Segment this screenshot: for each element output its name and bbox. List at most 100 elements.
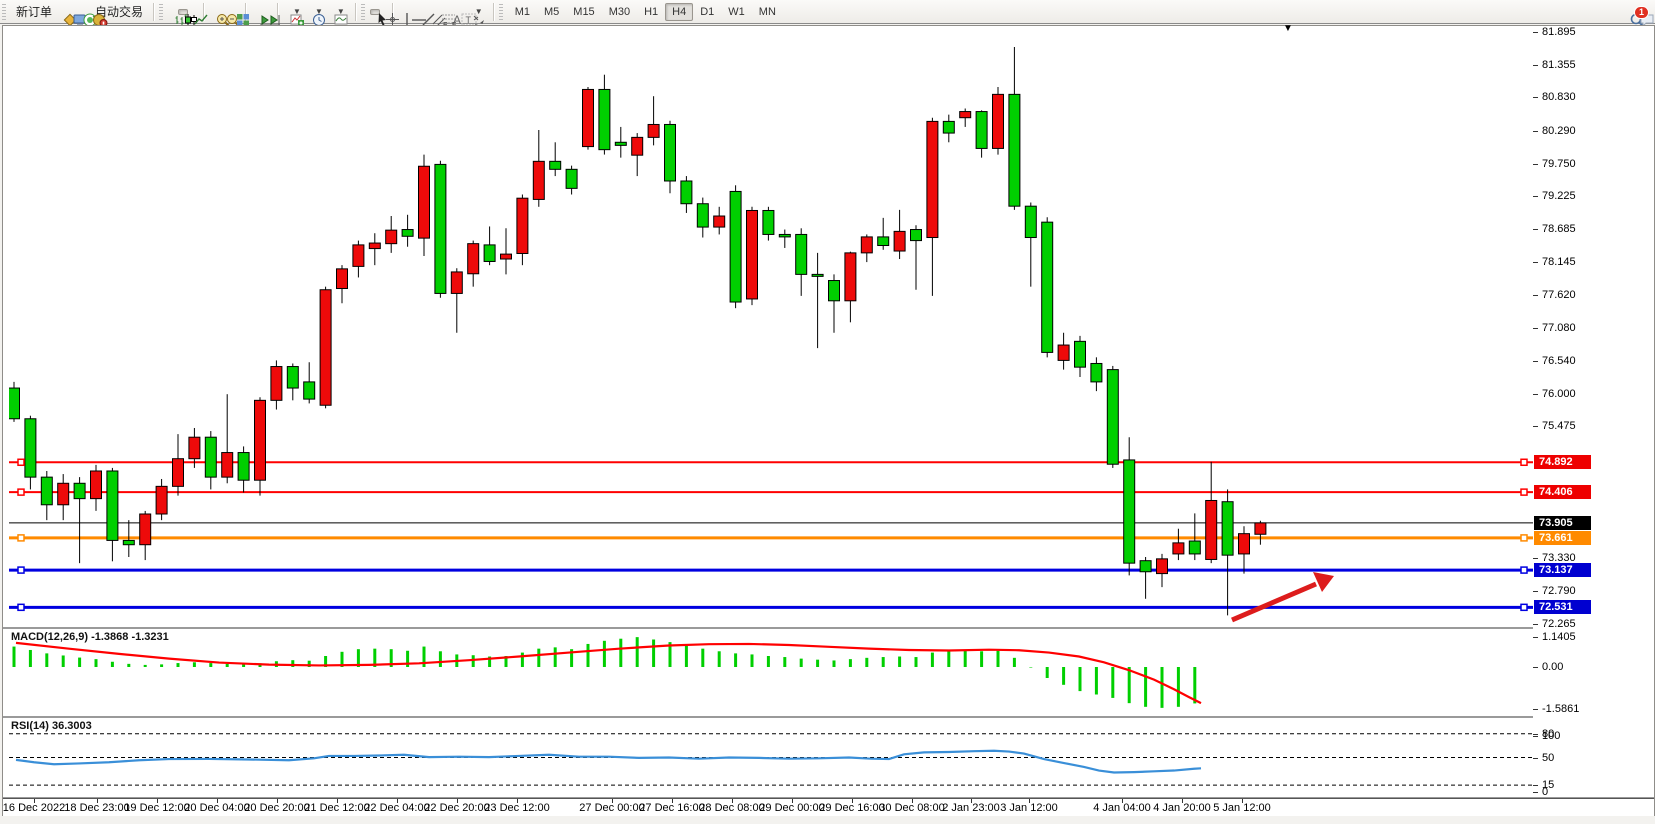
rsi-tick-label: 0 <box>1542 786 1549 798</box>
vertical-line-tool-button[interactable] <box>396 9 408 26</box>
chevron-down-icon[interactable]: ▼ <box>314 7 323 16</box>
bar-chart-button[interactable] <box>168 9 188 25</box>
timeframe-m15-button[interactable]: M15 <box>573 5 595 18</box>
timeframe-m1-button[interactable]: M1 <box>514 5 530 18</box>
trend-arrow-annotation <box>1231 572 1334 623</box>
price-tick-label: 81.895 <box>1542 26 1576 38</box>
autotrading-label: 自动交易 <box>95 5 144 19</box>
toolbar-drag-handle[interactable] <box>2 3 6 20</box>
time-tick-label: 18 Dec 23:00 <box>64 802 130 814</box>
rsi-tick-label: 15 <box>1542 779 1555 792</box>
candlestick-series <box>9 47 1267 616</box>
cursor-tool-button[interactable] <box>369 8 386 26</box>
time-tick-label: 19 Dec 12:00 <box>124 802 190 814</box>
rsi-tick-label: 80 <box>1542 727 1555 740</box>
chevron-down-icon[interactable]: ▼ <box>336 7 345 16</box>
price-line-badge: 73.137 <box>1534 563 1591 578</box>
chevron-down-icon[interactable]: ▼ <box>474 7 483 16</box>
market-watch-button[interactable] <box>57 9 77 26</box>
timeframe-h1-button[interactable]: H1 <box>644 5 659 18</box>
price-tick-label: 73.330 <box>1542 552 1576 565</box>
time-tick-label: 20 Dec 20:00 <box>244 802 310 814</box>
time-tick-label: 30 Dec 08:00 <box>879 802 945 814</box>
auto-scroll-button[interactable] <box>252 9 271 25</box>
notification-badge: 1 <box>1633 5 1649 19</box>
horizontal-line-tool-button[interactable] <box>406 9 426 21</box>
price-tick-label: 78.145 <box>1542 256 1576 269</box>
time-tick-label: 3 Jan 12:00 <box>1000 802 1058 814</box>
time-tick-label: 22 Dec 04:00 <box>364 802 430 814</box>
time-tick-label: 2 Jan 23:00 <box>942 802 1000 814</box>
chart-shift-marker[interactable]: ▼ <box>1283 23 1293 34</box>
price-tick-label: 72.265 <box>1542 617 1576 630</box>
timeframe-toolbar: M1 M5 M15 M30 H1 H4 D1 W1 MN <box>505 0 786 23</box>
search-button[interactable] <box>1624 9 1645 28</box>
rsi-tick-label: 100 <box>1542 730 1561 742</box>
new-order-button[interactable]: 新订单 <box>11 0 57 23</box>
new-order-label: 新订单 <box>16 5 53 19</box>
text-tool-button[interactable]: A <box>446 9 461 27</box>
time-axis[interactable]: 16 Dec 2022 18 Dec 23:00 19 Dec 12:00 20 De… <box>3 798 1654 816</box>
arrows-tool-button[interactable]: ▼ <box>466 4 488 26</box>
templates-button[interactable]: ▼ <box>328 4 350 24</box>
timeframe-mn-button[interactable]: MN <box>758 5 776 18</box>
time-tick-label: 22 Dec 20:00 <box>424 802 490 814</box>
price-tick-label: 80.830 <box>1542 91 1576 104</box>
price-tick-label: 77.080 <box>1542 321 1576 334</box>
time-tick-label: 27 Dec 16:00 <box>639 802 705 814</box>
chevron-down-icon[interactable]: ▼ <box>293 7 301 16</box>
price-tick-label: 79.750 <box>1542 157 1576 170</box>
tile-windows-button[interactable] <box>230 9 250 26</box>
pane-separator[interactable] <box>3 716 1654 719</box>
time-tick-label: 4 Jan 04:00 <box>1093 802 1151 814</box>
time-tick-label: 23 Dec 12:00 <box>484 802 550 814</box>
zoom-in-button[interactable] <box>210 9 230 27</box>
time-tick-label: 16 Dec 2022 <box>2 802 66 814</box>
timeframe-w1-button[interactable]: W1 <box>728 5 745 18</box>
fibonacci-tool-button[interactable]: F <box>436 9 456 28</box>
price-tick-label: 77.620 <box>1542 288 1576 301</box>
price-tick-label: 76.000 <box>1542 388 1576 401</box>
timeframe-m5-button[interactable]: M5 <box>544 5 560 18</box>
price-axis[interactable]: 81.895 81.355 80.830 80.290 79.750 79.225 78.6… <box>1533 26 1654 798</box>
timeframe-d1-button[interactable]: D1 <box>700 5 715 18</box>
price-tick-label: 72.790 <box>1542 585 1576 598</box>
indicators-button[interactable]: ▼ <box>284 4 306 26</box>
price-line-badge: 73.661 <box>1534 530 1591 545</box>
svg-text:A: A <box>453 13 461 27</box>
price-tick-label: 76.540 <box>1542 355 1576 367</box>
notifications-button[interactable]: 1 <box>1633 5 1654 27</box>
price-tick-label: 75.475 <box>1542 420 1576 433</box>
price-line-badge: 74.892 <box>1534 455 1591 470</box>
line-chart-button[interactable] <box>188 9 208 24</box>
periods-button[interactable]: ▼ <box>306 4 328 26</box>
autotrading-button[interactable]: 自动交易 <box>87 0 148 27</box>
price-chart-pane[interactable] <box>9 27 1533 627</box>
rsi-tick-label: 50 <box>1542 751 1555 764</box>
svg-text:E: E <box>443 22 448 28</box>
pane-separator[interactable] <box>3 627 1654 630</box>
price-tick-label: 80.290 <box>1542 124 1576 137</box>
price-line-badge: 72.531 <box>1534 600 1591 615</box>
svg-text:T: T <box>465 15 471 25</box>
timeframe-h4-button[interactable]: H4 <box>665 2 694 21</box>
svg-text:F: F <box>452 22 456 28</box>
text-label-tool-button[interactable]: T <box>456 9 477 25</box>
time-tick-label: 4 Jan 20:00 <box>1153 802 1211 814</box>
price-tick-label: 81.355 <box>1542 59 1576 72</box>
time-tick-label: 21 Dec 12:00 <box>304 802 370 814</box>
price-line-badge: 73.905 <box>1534 515 1591 530</box>
rsi-pane[interactable] <box>9 718 1533 797</box>
macd-tick-label: 1.1405 <box>1542 631 1576 644</box>
macd-tick-label: 0.00 <box>1542 661 1564 673</box>
timeframe-m30-button[interactable]: M30 <box>608 5 631 18</box>
candlestick-chart-button[interactable] <box>178 8 198 26</box>
time-tick-label: 28 Dec 08:00 <box>699 802 765 814</box>
time-tick-label: 20 Dec 04:00 <box>184 802 250 814</box>
trendline-tool-button[interactable] <box>416 9 435 25</box>
chart-shift-button[interactable] <box>262 9 281 25</box>
crosshair-tool-button[interactable] <box>380 9 399 26</box>
main-toolbar: 新订单 自动交易 ▼ ▼ ▼ <box>0 0 1655 28</box>
rsi-indicator-label: RSI(14) 36.3003 <box>11 720 92 732</box>
macd-pane[interactable] <box>9 629 1533 716</box>
